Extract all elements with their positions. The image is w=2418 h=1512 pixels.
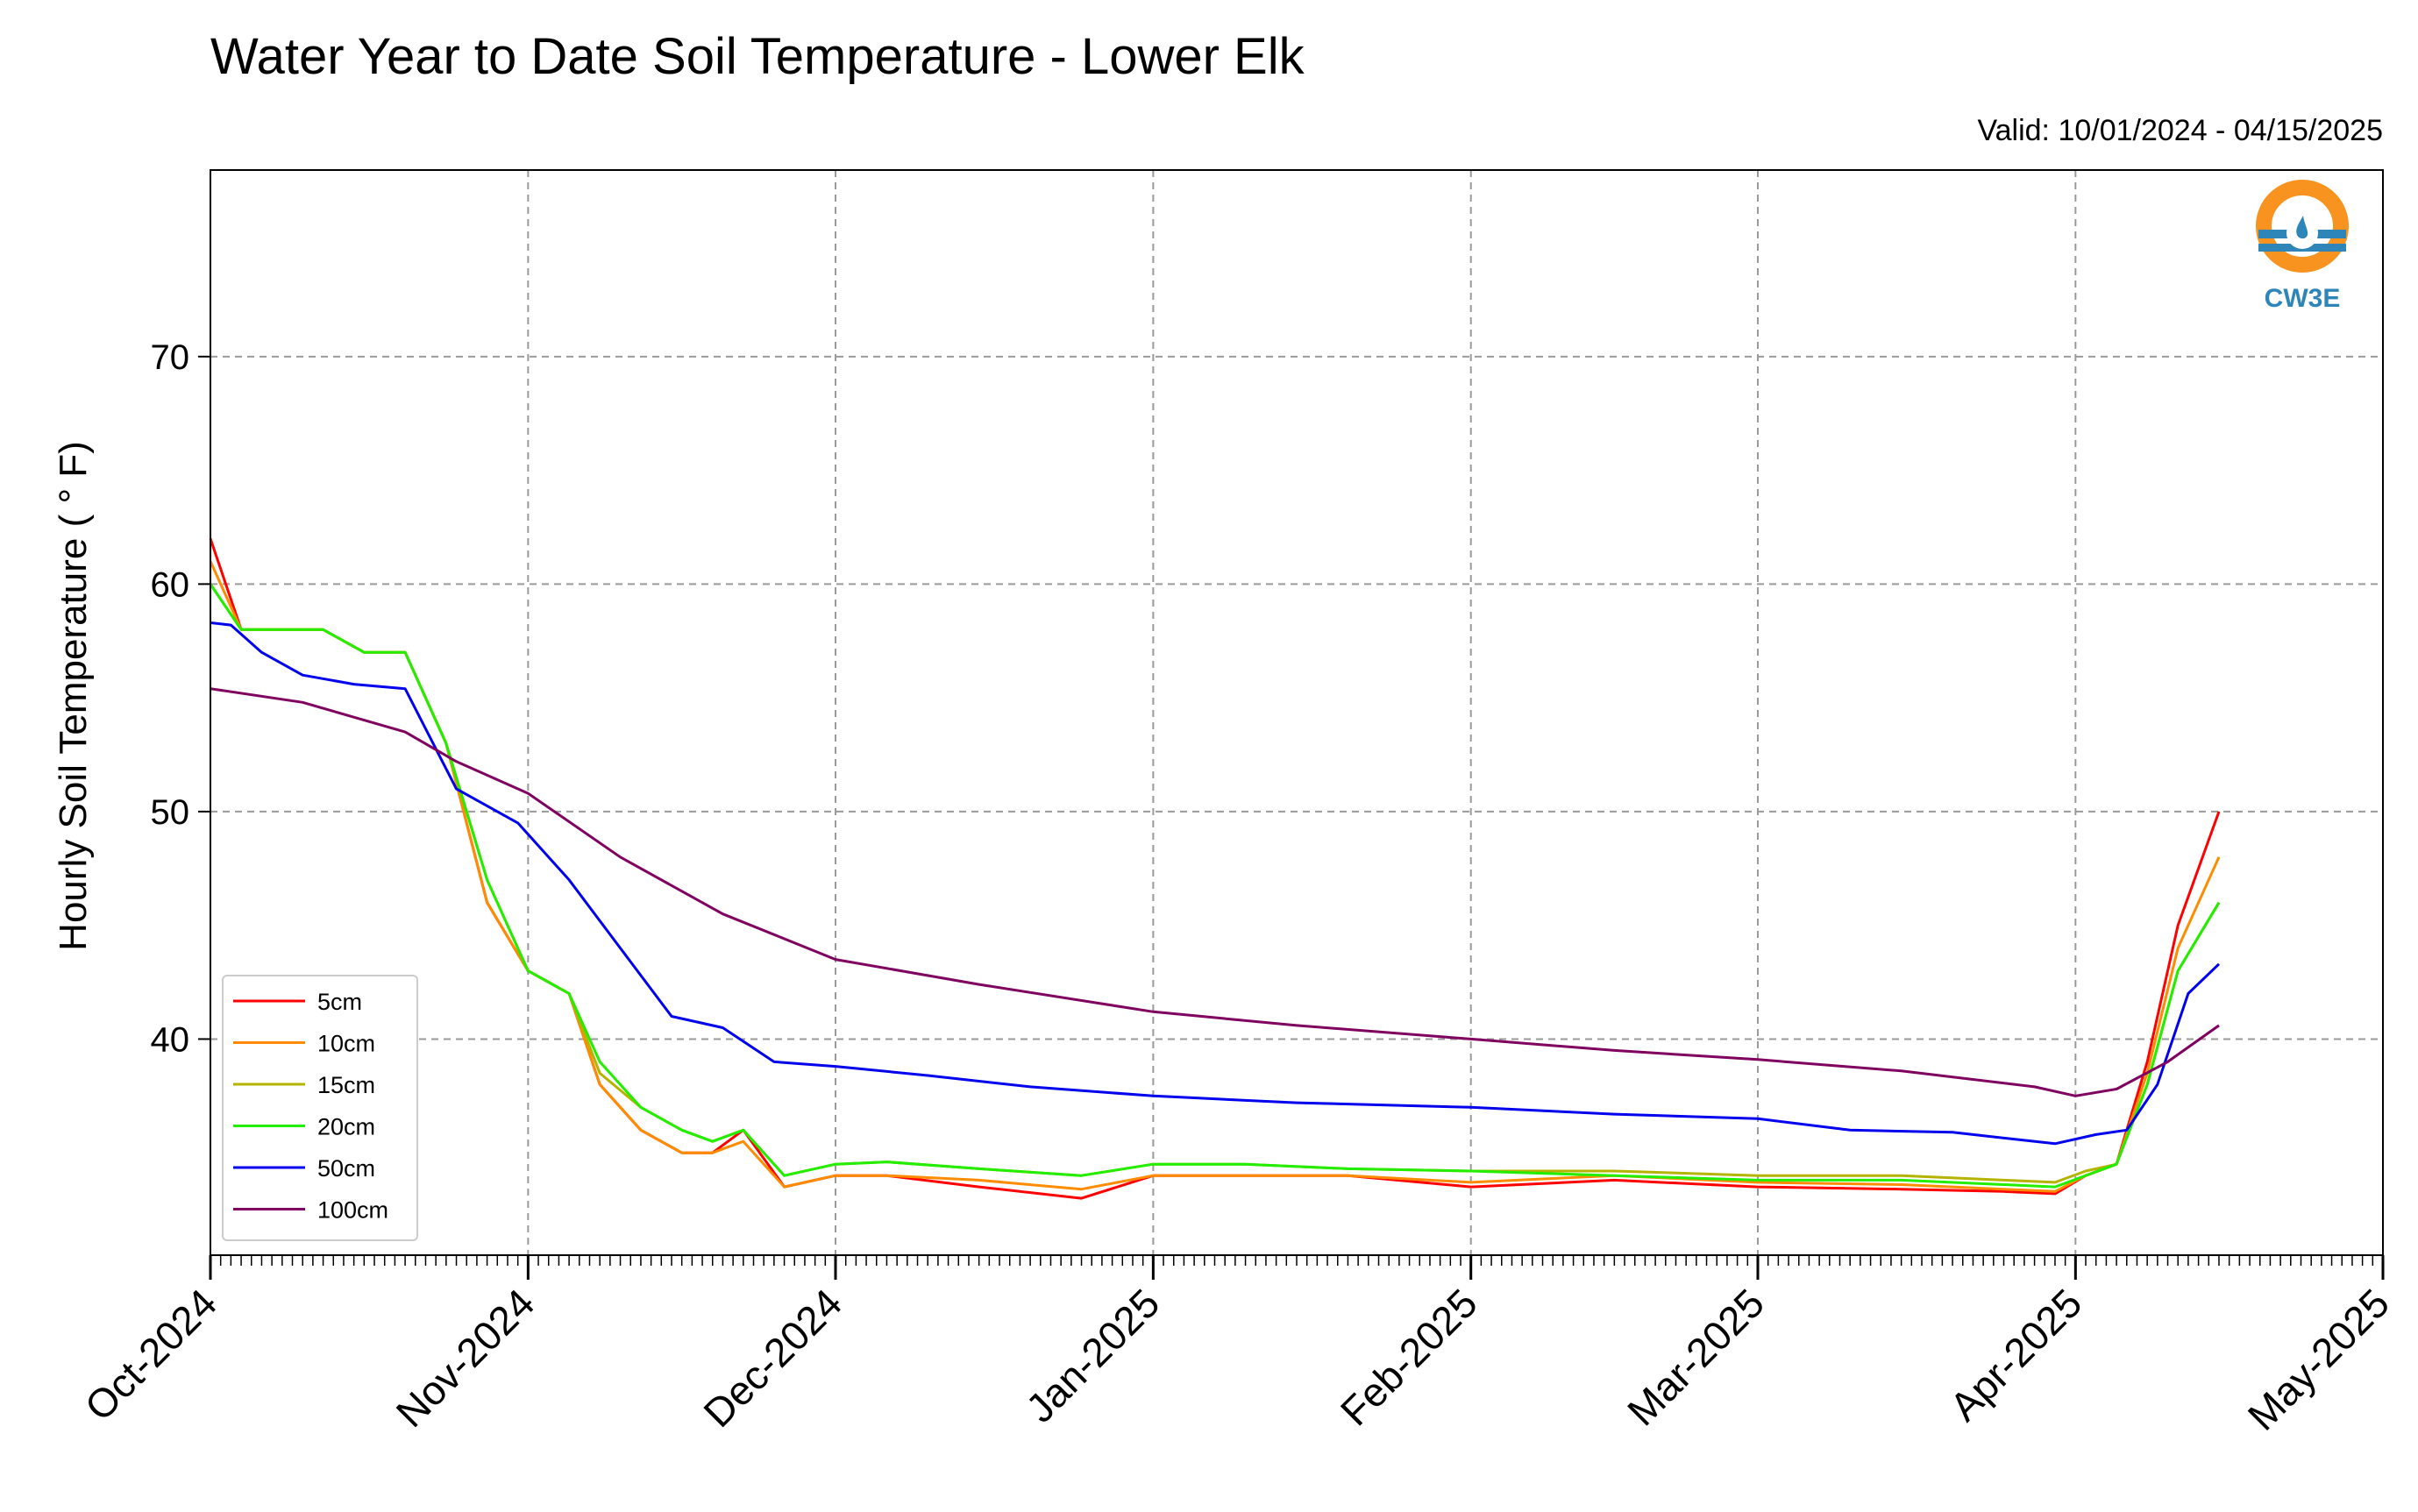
x-tick-label: Feb-2025 <box>1332 1280 1486 1434</box>
y-tick-label: 60 <box>151 565 190 604</box>
series-line-100cm <box>210 687 2220 1097</box>
legend-label-50cm: 50cm <box>317 1155 375 1182</box>
legend-label-5cm: 5cm <box>317 989 362 1015</box>
x-tick-label: May-2025 <box>2239 1280 2398 1438</box>
cw3e-logo: CW3E <box>2256 180 2349 313</box>
x-tick-label: Jan-2025 <box>1017 1280 1168 1430</box>
legend-label-10cm: 10cm <box>317 1031 375 1057</box>
series-line-10cm <box>209 560 2221 1193</box>
series-lines <box>209 538 2221 1200</box>
y-tick-label: 50 <box>151 793 190 832</box>
x-tick-label: Apr-2025 <box>1941 1280 2091 1430</box>
y-tick-label: 70 <box>151 338 190 377</box>
ticks: 40 50 60 70 Oct-2024 Nov-2024 Dec-2024 Jan-2025… <box>76 338 2399 1439</box>
series-line-50cm <box>210 621 2221 1146</box>
logo-text: CW3E <box>2265 284 2341 313</box>
series-line-20cm <box>209 583 2221 1189</box>
grid <box>210 170 2383 1255</box>
x-tick-label: Oct-2024 <box>76 1280 226 1430</box>
series-line-15cm <box>209 583 2221 1184</box>
chart-subtitle: Valid: 10/01/2024 - 04/15/2025 <box>1977 114 2383 147</box>
x-tick-label: Dec-2024 <box>694 1280 850 1436</box>
legend: 5cm 10cm 15cm 20cm 50cm 100cm <box>222 975 418 1241</box>
y-tick-label: 40 <box>151 1020 190 1059</box>
water-drop-logo-icon <box>2256 180 2349 273</box>
x-tick-label: Nov-2024 <box>388 1280 544 1436</box>
legend-label-100cm: 100cm <box>317 1197 388 1224</box>
chart-title: Water Year to Date Soil Temperature - Lo… <box>210 28 1305 85</box>
y-axis-label: Hourly Soil Temperature ( ° F) <box>52 441 95 951</box>
legend-label-15cm: 15cm <box>317 1072 375 1098</box>
x-tick-label: Mar-2025 <box>1618 1280 1773 1434</box>
legend-label-20cm: 20cm <box>317 1114 375 1140</box>
